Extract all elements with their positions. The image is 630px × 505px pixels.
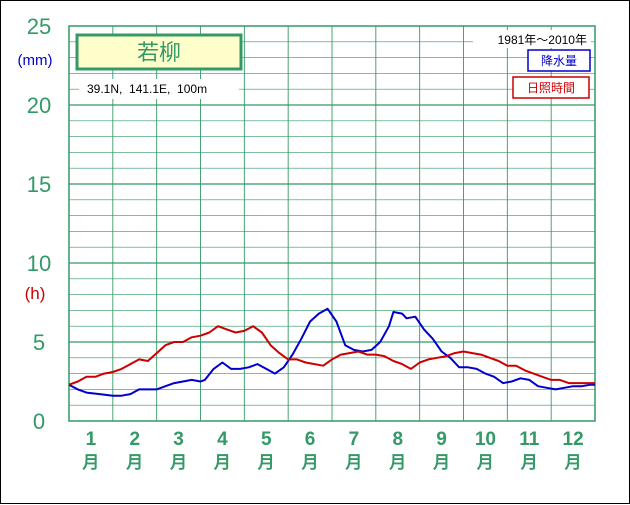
station-name-box	[75, 33, 243, 71]
month-number-label: 11	[519, 429, 540, 450]
coords-box	[79, 79, 239, 99]
month-number-label: 7	[349, 429, 360, 450]
month-char-label: 月	[564, 453, 582, 473]
month-number-label: 8	[392, 429, 403, 450]
month-char-label: 月	[432, 453, 450, 473]
y-tick-label: 15	[27, 172, 51, 197]
station-coords: 39.1N, 141.1E, 100m	[87, 82, 207, 96]
month-char-label: 月	[344, 453, 362, 473]
legend-precipitation-box	[527, 49, 591, 72]
y-tick-label: 0	[33, 409, 45, 434]
legend-precipitation-label: 降水量	[541, 54, 577, 68]
y-tick-label: 10	[27, 251, 51, 276]
month-number-label: 10	[475, 429, 496, 450]
month-number-label: 3	[173, 429, 184, 450]
y-tick-label: 5	[33, 330, 45, 355]
period-label: 1981年〜2010年	[498, 33, 587, 47]
month-char-label: 月	[520, 453, 538, 473]
legend-sunshine-box	[512, 76, 590, 99]
month-char-label: 月	[169, 453, 187, 473]
y-tick-labels: 0 5 10 15 20 25	[27, 14, 51, 434]
month-char-label: 月	[81, 453, 99, 473]
x-tick-labels: 1 月 2 月 3 月 4 月 5 月 6 月 7 月 8 月 9 月 10 月 11 月 12 月	[81, 429, 583, 473]
major-gridlines	[69, 104, 595, 343]
month-char-label: 月	[213, 453, 231, 473]
y-tick-label: 25	[27, 14, 51, 39]
month-number-label: 6	[305, 429, 316, 450]
y-unit-sunshine: (h)	[25, 284, 46, 303]
month-number-label: 4	[217, 429, 228, 450]
month-number-label: 12	[563, 429, 584, 450]
month-char-label: 月	[476, 453, 494, 473]
station-name: 若柳	[137, 41, 181, 66]
plot-border	[68, 25, 596, 422]
data-series	[68, 307, 595, 397]
month-number-label: 2	[129, 429, 140, 450]
period-box	[473, 30, 591, 48]
month-number-label: 5	[261, 429, 272, 450]
month-number-label: 1	[86, 429, 97, 450]
precipitation-line	[68, 307, 595, 397]
sunshine-line	[68, 325, 595, 386]
y-tick-label: 20	[27, 93, 51, 118]
month-char-label: 月	[125, 453, 143, 473]
month-char-label: 月	[301, 453, 319, 473]
month-number-label: 9	[436, 429, 447, 450]
month-char-label: 月	[388, 453, 406, 473]
minor-gridlines	[69, 26, 595, 421]
y-unit-precipitation: (mm)	[18, 52, 53, 69]
legend-sunshine-label: 日照時間	[527, 81, 575, 95]
month-char-label: 月	[257, 453, 275, 473]
